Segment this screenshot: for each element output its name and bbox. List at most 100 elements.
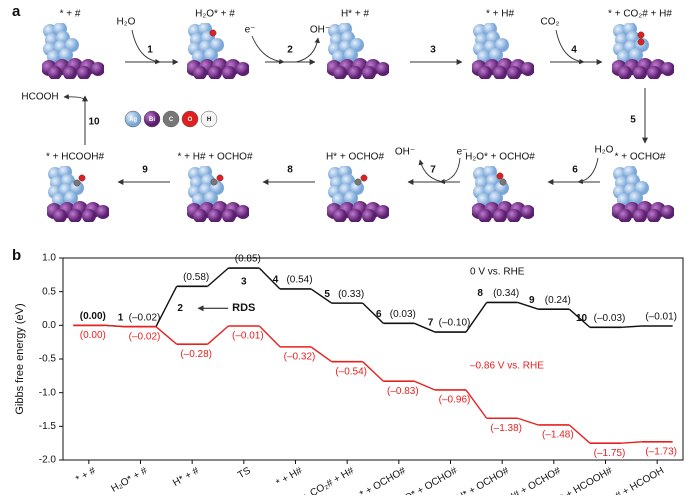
adsorbate-atom [78,174,86,182]
adsorbate-atom [209,29,217,37]
state-label: * + OCHO# [615,152,666,163]
value-label: (–0.03) [594,313,626,324]
rds-label: RDS [232,302,255,314]
species-label: HCOOH [21,92,58,103]
value-label: (0.34) [493,288,519,299]
panel-label: b [12,247,21,264]
slab-image [326,22,390,80]
step-label: 4 [273,275,279,286]
atom-legend-label: H [207,117,211,123]
value-label: (–1.48) [542,430,574,441]
species-arrow [131,29,161,65]
adsorbate-atom [496,172,504,180]
value-label: (0.54) [286,275,312,286]
species-label: OH⁻ [310,25,330,36]
connector [310,288,333,304]
step-label: 9 [529,295,535,306]
step-label: 6 [376,309,382,320]
connector [620,325,642,329]
connector [568,424,591,444]
x-tick-label: * + HCOOH# [559,465,615,495]
y-tick-label: -2.0 [39,455,57,466]
slab-image [611,22,675,80]
x-tick-label: * + # [74,465,98,485]
atom-legend-label: C [169,117,174,123]
slab-image [471,165,535,223]
plot-frame [62,257,684,461]
species-arrow [63,94,86,101]
slab-image [186,165,250,223]
state-label: H₂O* + # [195,9,235,20]
atom-legend-swatch [200,110,218,128]
connector [310,346,333,363]
connector [155,285,178,327]
connector [620,441,642,444]
species-label: e⁻ [245,25,256,36]
connector [362,361,384,382]
value-label: (–0.96) [439,395,471,406]
connector [414,322,436,333]
adsorbate-atom [637,31,645,39]
value-label: (0.85) [235,254,261,265]
connector [258,267,281,290]
x-tick-label: H₂O* + # [109,465,149,495]
value-label: (0.33) [338,289,364,300]
panel-label: a [12,3,21,20]
atom-legend-swatch [181,110,199,128]
species-arrow [251,35,285,65]
x-tick-label: * + H# [275,465,305,489]
step-label: 3 [430,45,436,56]
adsorbate-atom [637,38,645,46]
connector [362,302,384,324]
value-label: (–1.75) [594,448,626,459]
step-label: 5 [324,289,330,300]
slab-image [611,165,675,223]
series-label: 0 V vs. RHE [470,267,525,278]
species-label: H₂O [117,17,136,28]
state-label: H* + OCHO# [326,152,385,163]
step-label: 7 [428,318,434,329]
step-label: 2 [177,303,183,314]
species-arrow [577,157,599,185]
connector [104,324,126,328]
connector [207,267,229,287]
species-label: H₂O [595,145,614,156]
step-label: 4 [571,45,577,56]
step-label: 8 [287,165,293,176]
value-label: (–0.01) [232,331,264,342]
adsorbate-atom [354,178,362,186]
state-label: * + # [60,9,81,20]
atom-legend-label: Ag [129,117,137,123]
x-tick-label: * + OCHO# [358,465,408,495]
species-arrow [439,157,461,185]
step-label: 6 [572,165,578,176]
value-label: (–0.32) [284,352,316,363]
adsorbate-atom [360,174,368,182]
step-label: 10 [576,313,588,324]
adsorbate-atom [73,179,81,187]
value-label: (0.00) [80,311,106,322]
value-label: (–1.73) [645,446,677,457]
slab-image [41,22,105,80]
value-label: (0.00) [80,330,106,341]
value-label: (–0.28) [180,349,212,360]
connector [568,308,591,328]
value-label: (–1.38) [490,423,522,434]
y-tick-label: -1.0 [39,387,57,398]
atom-legend-swatch [124,110,142,128]
adsorbate-atom [210,178,218,186]
state-label: H₂O* + OCHO# [465,152,535,163]
species-label: OH⁻ [395,147,415,158]
x-tick-label: H* + OCHO# [455,465,511,495]
y-tick-label: -1.5 [39,421,57,432]
x-tick-label: * + CO₂# + H# [295,465,356,495]
y-tick-label: -0.5 [39,354,57,365]
value-label: (–0.02) [129,312,161,323]
connector [258,325,281,348]
step-label: 3 [241,277,247,288]
x-tick-label: H* + # [171,465,201,489]
value-label: (–0.83) [387,386,419,397]
step-label: 1 [147,45,153,56]
y-tick-label: 1.0 [42,253,56,264]
state-label: * + H# [486,9,515,20]
